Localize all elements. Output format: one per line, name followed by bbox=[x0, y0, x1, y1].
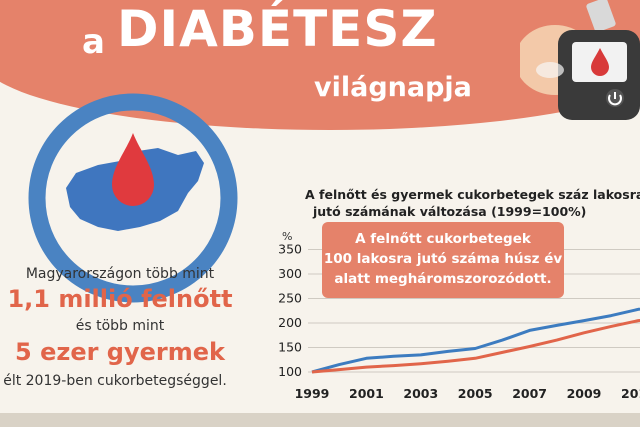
y-axis-label: % bbox=[282, 230, 292, 243]
y-tick-label: 150 bbox=[278, 340, 302, 355]
chart-title-line-1: A felnőtt és gyermek cukorbetegek száz l… bbox=[305, 187, 640, 202]
x-tick-label: 2001 bbox=[349, 386, 384, 401]
blood-glucose-meter-icon bbox=[520, 0, 640, 120]
series-line-2 bbox=[311, 318, 640, 374]
chart-title: A felnőtt és gyermek cukorbetegek száz l… bbox=[305, 186, 640, 220]
stat-line-1: Magyarországon több mint bbox=[25, 266, 215, 282]
callout-line-2: 100 lakosra jutó száma húsz év bbox=[323, 251, 563, 267]
x-tick-label: 2007 bbox=[512, 386, 547, 401]
chart-title-line-2: jutó számának változása (1999=100%) bbox=[313, 204, 587, 219]
callout-box: A felnőtt cukorbetegek 100 lakosra jutó … bbox=[322, 222, 564, 298]
callout-line-1: A felnőtt cukorbetegek bbox=[355, 231, 531, 247]
x-tick-label: 1999 bbox=[295, 386, 330, 401]
stat-adults: 1,1 millió felnőtt bbox=[7, 285, 233, 313]
y-tick-label: 350 bbox=[278, 242, 302, 257]
bottom-edge bbox=[0, 413, 640, 427]
x-tick-label: 2003 bbox=[403, 386, 438, 401]
title-prefix: a bbox=[82, 22, 105, 62]
series-line-1 bbox=[311, 307, 640, 374]
y-tick-label: 200 bbox=[278, 315, 302, 330]
y-tick-label: 250 bbox=[278, 291, 302, 306]
x-tick-label: 2009 bbox=[567, 386, 602, 401]
stat-children: 5 ezer gyermek bbox=[15, 338, 225, 366]
y-tick-label: 300 bbox=[278, 266, 302, 281]
stat-line-3: élt 2019-ben cukorbetegséggel. bbox=[3, 373, 227, 389]
x-tick-label: 2011 bbox=[621, 386, 640, 401]
x-tick-label: 2005 bbox=[458, 386, 493, 401]
callout-line-3: alatt megháromszorozódott. bbox=[334, 271, 552, 287]
hungary-map-blood-drop-icon bbox=[28, 93, 238, 303]
stat-line-2: és több mint bbox=[75, 318, 165, 334]
page-title: DIABÉTESZ bbox=[117, 0, 438, 58]
page-subtitle: világnapja bbox=[314, 72, 472, 103]
y-tick-label: 100 bbox=[278, 364, 302, 379]
